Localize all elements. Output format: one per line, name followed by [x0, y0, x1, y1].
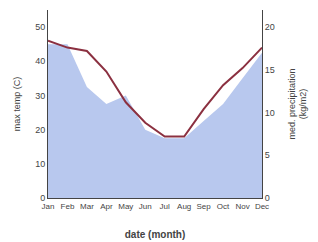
svg-text:max temp (C): max temp (C)	[12, 77, 22, 132]
svg-text:20: 20	[35, 125, 45, 135]
svg-text:10: 10	[265, 108, 275, 118]
svg-text:Mar: Mar	[80, 202, 94, 211]
svg-text:Feb: Feb	[61, 202, 75, 211]
svg-text:Sep: Sep	[197, 202, 212, 211]
svg-text:May: May	[118, 202, 133, 211]
svg-text:20: 20	[265, 22, 275, 32]
svg-text:Apr: Apr	[100, 202, 113, 211]
svg-text:5: 5	[265, 150, 270, 160]
svg-text:med. precipitation(kg/m2): med. precipitation(kg/m2)	[287, 68, 309, 139]
svg-text:40: 40	[35, 56, 45, 66]
svg-text:Oct: Oct	[217, 202, 230, 211]
svg-text:0: 0	[265, 193, 270, 203]
svg-text:0: 0	[40, 193, 45, 203]
svg-text:date (month): date (month)	[125, 229, 186, 240]
svg-text:Jan: Jan	[42, 202, 55, 211]
svg-text:Jul: Jul	[160, 202, 170, 211]
svg-text:15: 15	[265, 65, 275, 75]
svg-text:30: 30	[35, 91, 45, 101]
svg-text:50: 50	[35, 22, 45, 32]
svg-text:Aug: Aug	[177, 202, 191, 211]
svg-text:Nov: Nov	[235, 202, 249, 211]
svg-text:Jun: Jun	[139, 202, 152, 211]
svg-text:Dec: Dec	[255, 202, 269, 211]
svg-text:10: 10	[35, 159, 45, 169]
